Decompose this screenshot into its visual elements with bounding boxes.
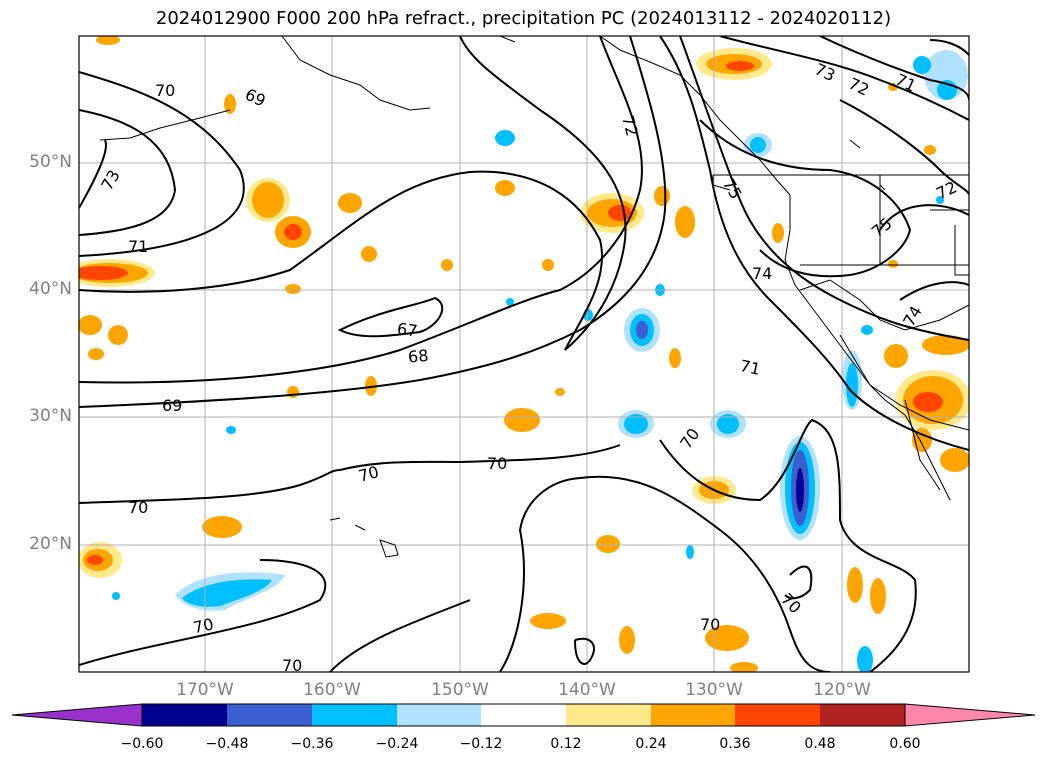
contour-label: 69 xyxy=(162,396,182,415)
colorbar-tick-label: −0.48 xyxy=(205,736,249,752)
colorbar-extend-max xyxy=(904,703,1036,727)
contour-label: 68 xyxy=(407,346,429,367)
map-title: 2024012900 F000 200 hPa refract., precip… xyxy=(155,8,892,29)
colorbar-tick-label: −0.24 xyxy=(375,736,419,752)
contour-label: 73 xyxy=(812,59,838,85)
colorbar-cell xyxy=(566,704,651,726)
colorbar xyxy=(11,703,1036,727)
contour-label: 70 xyxy=(777,589,805,617)
colorbar-tick-label: −0.12 xyxy=(459,736,503,752)
colorbar-cell xyxy=(397,704,481,726)
colorbar-tick-label: 0.60 xyxy=(889,736,921,752)
colorbar-cell xyxy=(735,704,820,726)
precip-positive-areas xyxy=(79,36,969,672)
colorbar-cell xyxy=(481,704,566,726)
lon-label: 170°W xyxy=(176,680,234,700)
coastlines xyxy=(99,36,969,558)
colorbar-cell xyxy=(312,704,397,726)
contour-label: 73 xyxy=(97,167,124,194)
contour-label: 70 xyxy=(155,81,175,100)
colorbar-cell xyxy=(142,704,227,726)
colorbar-tick-label: −0.60 xyxy=(120,736,164,752)
contour-label: 72 xyxy=(846,74,872,100)
colorbar-tick-label: 0.36 xyxy=(719,736,751,752)
contour-label: 74 xyxy=(752,264,772,283)
map-grid xyxy=(79,36,969,672)
refractivity-contours xyxy=(79,36,969,672)
lon-label: 150°W xyxy=(431,680,489,700)
contour-label: 70 xyxy=(282,656,302,675)
contour-label: 70 xyxy=(191,614,215,637)
lon-label: 120°W xyxy=(813,680,871,700)
colorbar-tick-label: 0.24 xyxy=(635,736,667,752)
contour-label: 67 xyxy=(396,319,419,341)
lon-label: 160°W xyxy=(303,680,361,700)
contour-label: 75 xyxy=(719,175,746,202)
lat-label: 30°N xyxy=(29,406,72,426)
contour-label: 71 xyxy=(738,356,762,379)
contour-label: 70 xyxy=(356,462,381,486)
contour-label: 70 xyxy=(700,615,720,634)
colorbar-tick-label: 0.12 xyxy=(550,736,582,752)
contour-label: 69 xyxy=(242,85,268,111)
colorbar-extend-min xyxy=(11,703,143,727)
contour-label: 71 xyxy=(128,237,148,256)
colorbar-cell xyxy=(651,704,735,726)
contour-label: 70 xyxy=(676,425,703,453)
contour-label: 70 xyxy=(128,498,148,517)
lon-label: 130°W xyxy=(685,680,743,700)
contour-label: 70 xyxy=(487,454,507,473)
contour-label: 72 xyxy=(618,114,642,139)
colorbar-tick-label: −0.36 xyxy=(290,736,334,752)
lat-label: 50°N xyxy=(29,152,72,172)
map-frame xyxy=(78,35,970,673)
contour-label: 71 xyxy=(893,70,919,96)
lon-label: 140°W xyxy=(558,680,616,700)
colorbar-cell xyxy=(227,704,312,726)
lat-label: 20°N xyxy=(29,534,72,554)
colorbar-tick-label: 0.48 xyxy=(804,736,836,752)
lat-label: 40°N xyxy=(29,279,72,299)
precip-negative-areas xyxy=(112,50,968,672)
colorbar-cell xyxy=(820,704,905,726)
